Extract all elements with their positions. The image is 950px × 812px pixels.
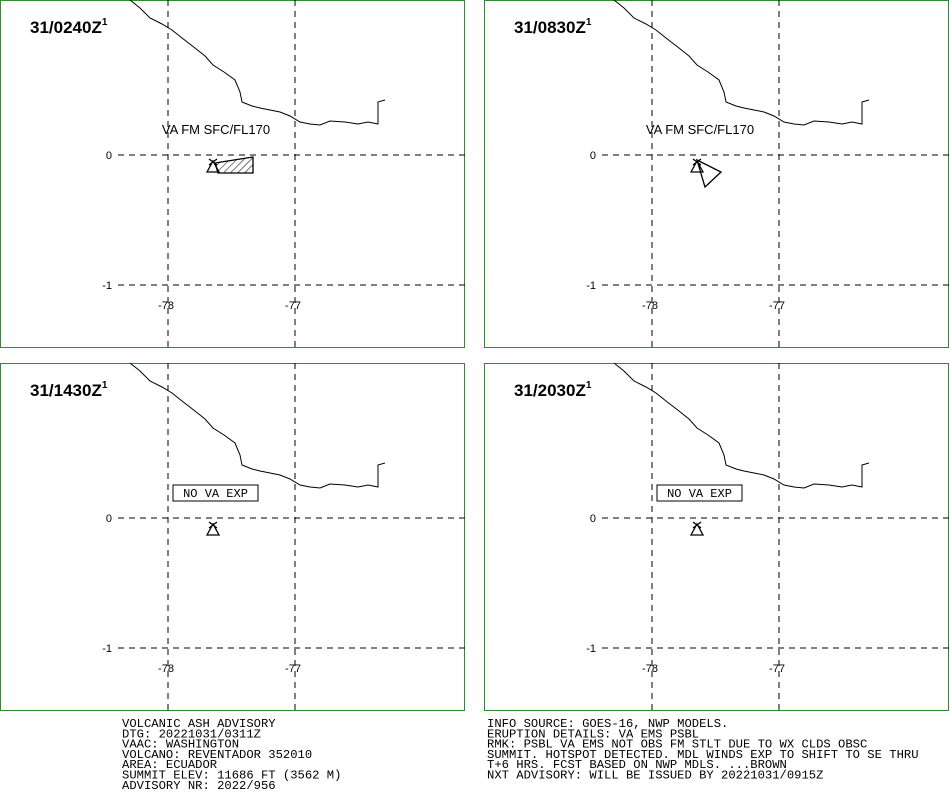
ash-label: VA FM SFC/FL170 <box>162 122 270 137</box>
advisory-line: SUMMIT. HOTSPOT DETECTED. MDL WINDS EXP … <box>487 748 919 762</box>
ash-label: VA FM SFC/FL170 <box>646 122 754 137</box>
lat-label: 0 <box>590 513 596 525</box>
advisory-line: ERUPTION DETAILS: VA EMS PSBL <box>487 727 699 741</box>
coastline <box>129 362 386 489</box>
ash-area <box>214 156 254 174</box>
lon-label: -77 <box>769 663 785 675</box>
panel-frame <box>484 363 949 711</box>
time-superscript: 1 <box>586 380 592 391</box>
map-panel: 0 -1 -78 -77 31/0240Z1 VA FM SFC/FL170 <box>0 0 465 348</box>
valid-time: 31/0240Z1 <box>30 17 108 37</box>
advisory-line: SUMMIT ELEV: 11686 FT (3562 M) <box>122 769 341 783</box>
advisory-line: VAAC: WASHINGTON <box>122 738 239 752</box>
volcano-symbol <box>205 521 221 536</box>
label-box <box>656 484 743 502</box>
lon-label: -78 <box>642 300 658 312</box>
lon-label: -78 <box>158 663 174 675</box>
panel-frame <box>0 363 465 711</box>
lat-label: 0 <box>106 150 112 162</box>
advisory-line: RMK: PSBL VA EMS NOT OBS FM STLT DUE TO … <box>487 738 867 752</box>
advisory-line: AREA: ECUADOR <box>122 758 217 772</box>
volcano-symbol <box>205 158 221 173</box>
lon-label: -78 <box>158 300 174 312</box>
advisory-line: VOLCANIC ASH ADVISORY <box>122 717 276 731</box>
time-text: 31/1430Z <box>30 381 102 400</box>
lat-label: -1 <box>102 643 112 655</box>
valid-time: 31/1430Z1 <box>30 380 108 400</box>
coastline <box>613 0 870 126</box>
advisory-line: NXT ADVISORY: WILL BE ISSUED BY 20221031… <box>487 769 823 783</box>
advisory-line: DTG: 20221031/0311Z <box>122 727 261 741</box>
time-text: 31/0240Z <box>30 18 102 37</box>
map-panel: 0 -1 -78 -77 31/1430Z1 NO VA EXP <box>0 362 465 711</box>
advisory-line: T+6 HRS. FCST BASED ON NWP MDLS. ...BROW… <box>487 758 787 772</box>
time-text: 31/2030Z <box>514 381 586 400</box>
lat-label: -1 <box>586 280 596 292</box>
lat-label: -1 <box>586 643 596 655</box>
volcano-symbol <box>689 158 705 173</box>
ash-area <box>695 158 723 189</box>
lat-label: 0 <box>590 150 596 162</box>
label-box <box>172 484 259 502</box>
panel-frame <box>484 0 949 348</box>
volcano-symbol <box>689 521 705 536</box>
advisory-line: VOLCANO: REVENTADOR 352010 <box>122 748 312 762</box>
valid-time: 31/2030Z1 <box>514 380 592 400</box>
time-superscript: 1 <box>102 380 108 391</box>
lon-label: -78 <box>642 663 658 675</box>
lon-label: -77 <box>285 300 301 312</box>
lat-label: 0 <box>106 513 112 525</box>
time-superscript: 1 <box>102 17 108 28</box>
advisory-line: ADVISORY NR: 2022/956 <box>122 779 276 793</box>
time-superscript: 1 <box>586 17 592 28</box>
lon-label: -77 <box>285 663 301 675</box>
ash-label: NO VA EXP <box>183 487 248 501</box>
advisory-line: INFO SOURCE: GOES-16, NWP MODELS. <box>487 717 728 731</box>
panel-frame <box>0 0 465 348</box>
ash-label: NO VA EXP <box>667 487 732 501</box>
map-panel: 0 -1 -78 -77 31/0830Z1 VA FM SFC/FL170 <box>484 0 949 348</box>
coastline <box>613 362 870 489</box>
coastline <box>129 0 386 126</box>
valid-time: 31/0830Z1 <box>514 17 592 37</box>
lat-label: -1 <box>102 280 112 292</box>
time-text: 31/0830Z <box>514 18 586 37</box>
lon-label: -77 <box>769 300 785 312</box>
map-panel: 0 -1 -78 -77 31/2030Z1 NO VA EXP <box>484 362 949 711</box>
